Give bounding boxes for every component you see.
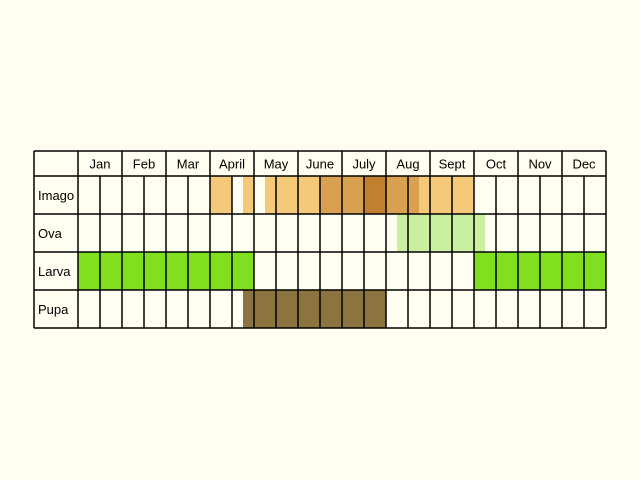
stage-label-larva: Larva [38,264,71,279]
ova-band-0 [397,214,485,252]
imago-band-5 [386,176,419,214]
month-label-0: Jan [90,157,111,172]
month-label-4: May [264,157,289,172]
imago-band-2 [265,176,320,214]
pupa-band-0 [243,290,386,328]
stage-label-pupa: Pupa [38,302,69,317]
imago-band-6 [419,176,474,214]
month-label-5: June [306,157,334,172]
month-label-8: Sept [439,157,466,172]
month-label-1: Feb [133,157,155,172]
imago-band-0 [210,176,232,214]
month-label-11: Dec [572,157,596,172]
stage-label-imago: Imago [38,188,74,203]
imago-band-1 [243,176,254,214]
month-header: Jan Feb Mar April May June July Aug Sept Oct Nov De… [90,157,597,172]
grid-lines [33,150,607,329]
month-label-7: Aug [396,157,419,172]
month-label-6: July [352,157,376,172]
month-label-3: April [219,157,245,172]
stage-label-ova: Ova [38,226,63,241]
month-label-9: Oct [486,157,507,172]
imago-band-4 [364,176,386,214]
month-label-10: Nov [528,157,552,172]
stage-labels: Imago Ova Larva Pupa [38,188,74,317]
month-label-2: Mar [177,157,200,172]
